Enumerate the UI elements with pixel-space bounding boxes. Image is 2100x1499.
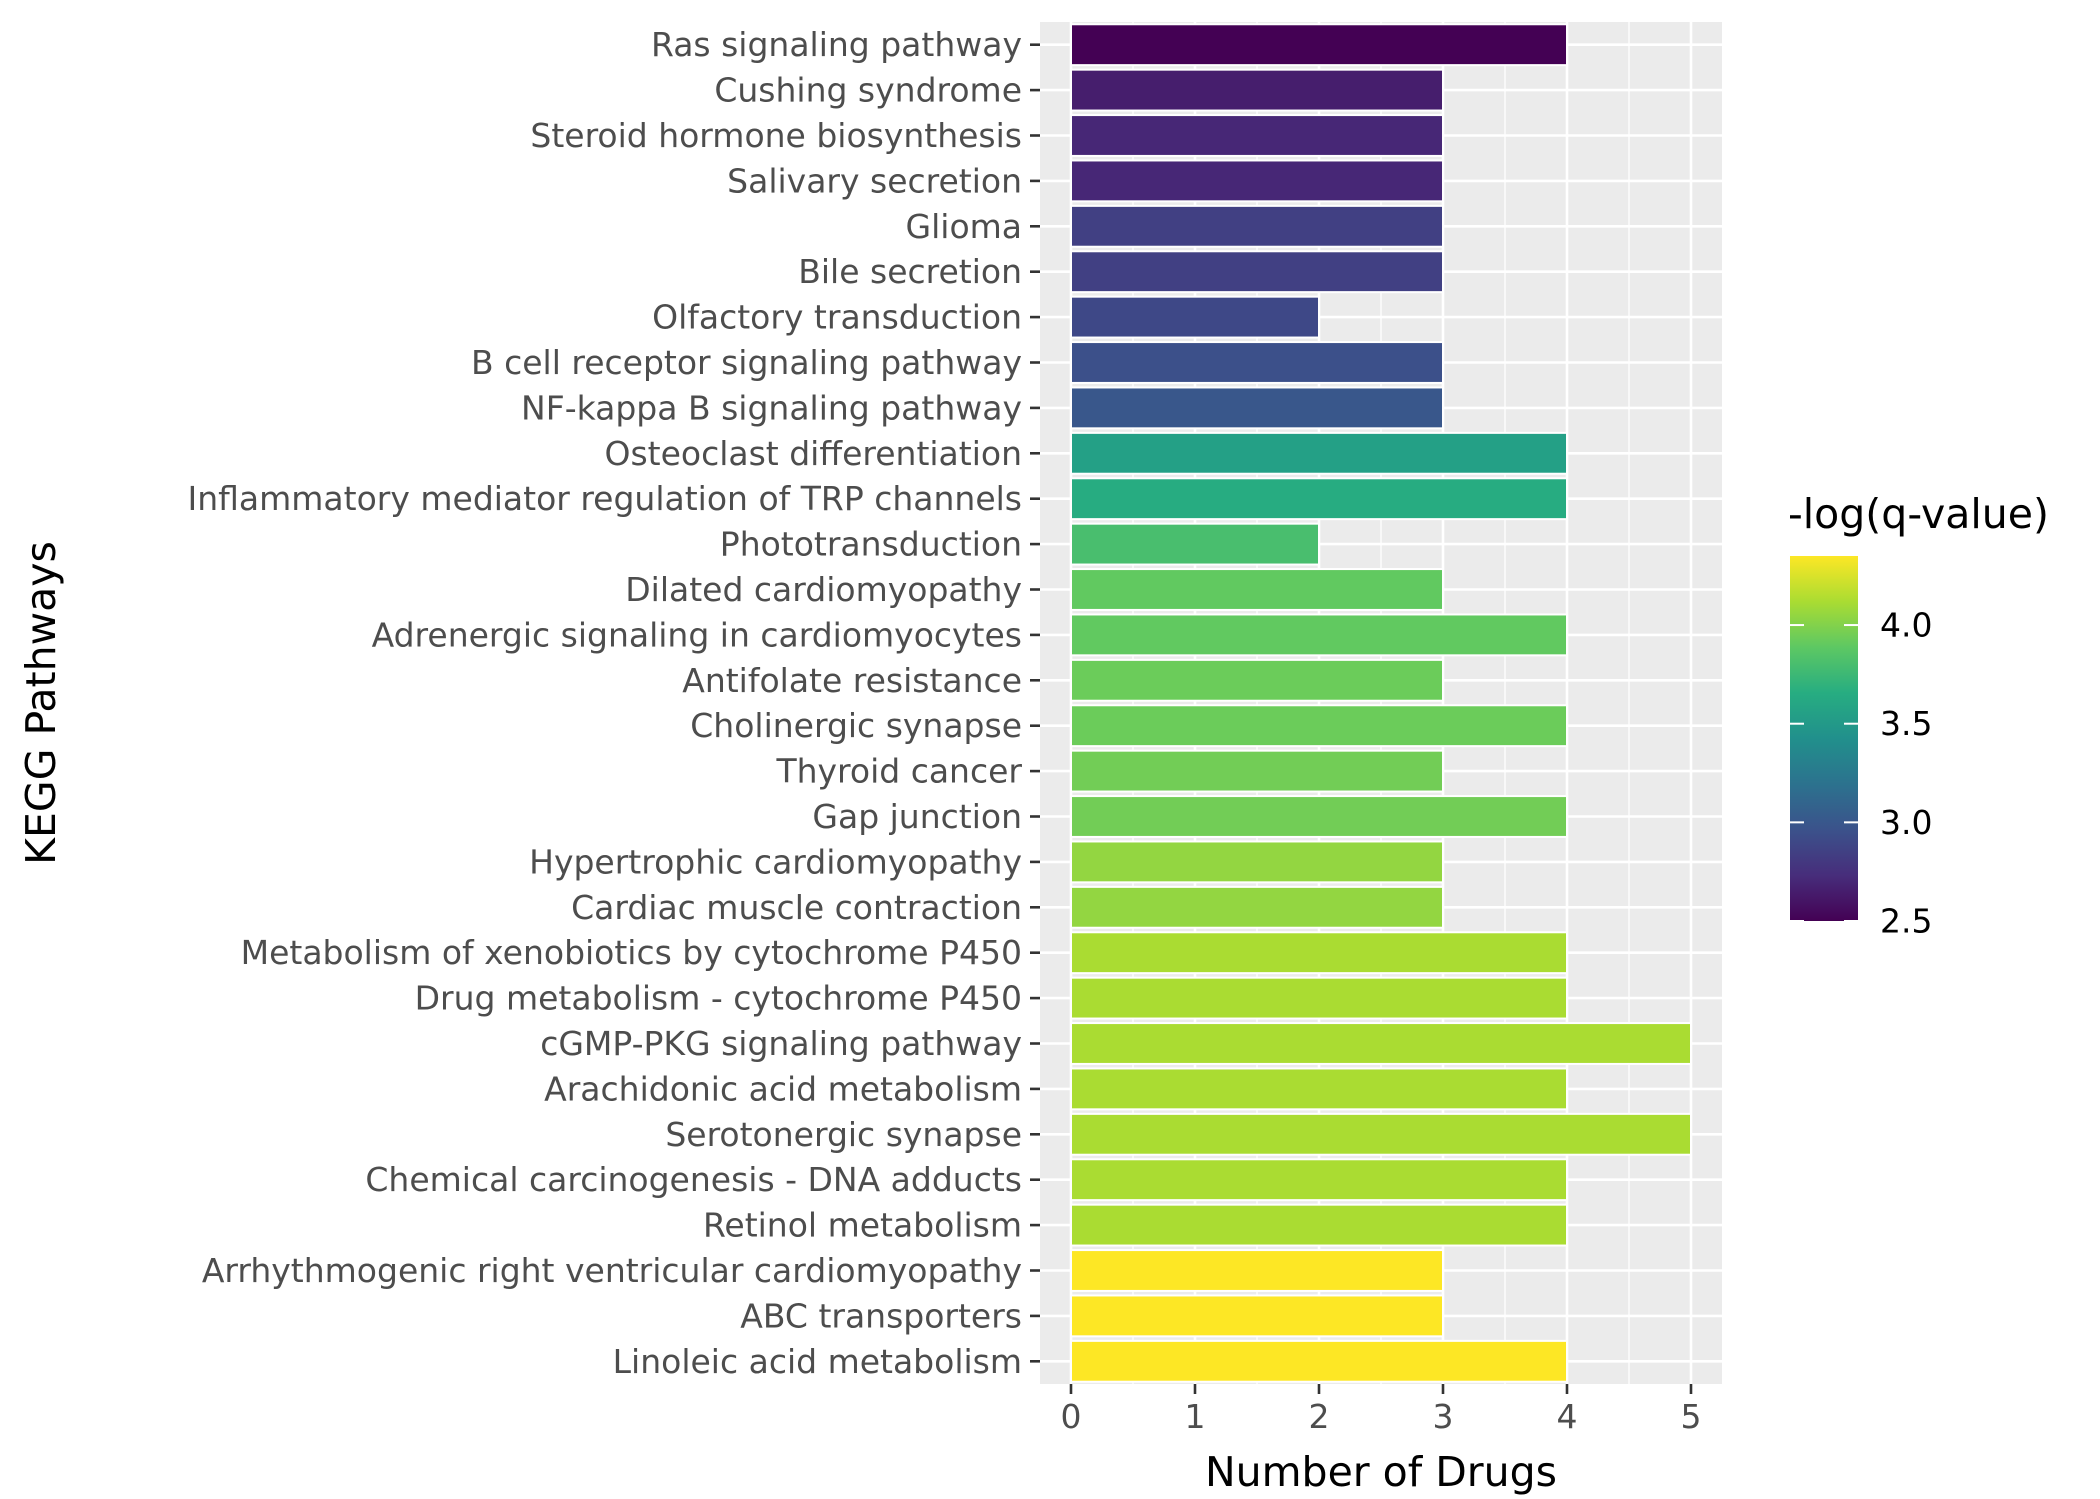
bar bbox=[1070, 250, 1444, 294]
y-tick-label: ABC transporters bbox=[740, 1296, 1022, 1335]
y-tick-label: Gap junction bbox=[812, 797, 1022, 836]
y-tick-label: Glioma bbox=[906, 207, 1022, 246]
y-tick-label: Phototransduction bbox=[720, 525, 1022, 564]
bar bbox=[1070, 1203, 1568, 1247]
y-tick-label: Hypertrophic cardiomyopathy bbox=[529, 842, 1022, 881]
bar bbox=[1070, 68, 1444, 112]
bar bbox=[1070, 885, 1444, 929]
bar bbox=[1070, 295, 1320, 339]
legend-tick-label: 3.0 bbox=[1880, 803, 1932, 842]
x-tick-label: 5 bbox=[1681, 1397, 1702, 1436]
y-tick-label: Osteoclast differentiation bbox=[604, 434, 1022, 473]
bar bbox=[1070, 341, 1444, 384]
y-tick-label: Inflammatory mediator regulation of TRP … bbox=[187, 479, 1022, 518]
y-axis-title: KEGG Pathways bbox=[17, 541, 65, 865]
y-tick-label: Serotonergic synapse bbox=[665, 1115, 1022, 1154]
bar bbox=[1070, 795, 1568, 838]
bar bbox=[1070, 1249, 1444, 1292]
bar bbox=[1070, 1022, 1692, 1065]
y-tick-label: Cushing syndrome bbox=[714, 71, 1022, 110]
y-tick-label: Retinol metabolism bbox=[703, 1206, 1022, 1245]
x-tick-label: 4 bbox=[1557, 1397, 1578, 1436]
x-axis: 0 1 2 3 4 5 bbox=[1061, 1384, 1702, 1436]
bar bbox=[1070, 23, 1568, 67]
bar bbox=[1070, 658, 1444, 702]
bar bbox=[1070, 1112, 1692, 1156]
y-axis: Ras signaling pathway Cushing syndrome Ste… bbox=[187, 25, 1040, 1381]
bar bbox=[1070, 976, 1568, 1020]
x-axis-title: Number of Drugs bbox=[1205, 1448, 1557, 1496]
y-tick-label: Bile secretion bbox=[798, 252, 1022, 291]
y-tick-label: Cardiac muscle contraction bbox=[571, 888, 1022, 927]
y-tick-label: Chemical carcinogenesis - DNA adducts bbox=[365, 1160, 1022, 1199]
color-legend: -log(q-value) 2.5 3.0 3.5 4.0 bbox=[1788, 490, 2049, 941]
y-tick-label: Arachidonic acid metabolism bbox=[544, 1069, 1022, 1108]
legend-tick-label: 4.0 bbox=[1880, 606, 1932, 645]
bar bbox=[1070, 613, 1568, 657]
bar bbox=[1070, 1339, 1568, 1383]
y-tick-label: Antifolate resistance bbox=[682, 661, 1022, 700]
bar bbox=[1070, 114, 1444, 157]
y-tick-label: cGMP-PKG signaling pathway bbox=[540, 1024, 1022, 1063]
bar bbox=[1070, 704, 1568, 748]
legend-tick-label: 2.5 bbox=[1880, 902, 1932, 941]
bar bbox=[1070, 204, 1444, 248]
y-tick-label: B cell receptor signaling pathway bbox=[471, 343, 1022, 382]
bar bbox=[1070, 840, 1444, 884]
x-tick-label: 3 bbox=[1433, 1397, 1454, 1436]
y-tick-label: Drug metabolism - cytochrome P450 bbox=[415, 979, 1022, 1018]
legend-ticks: 2.5 3.0 3.5 4.0 bbox=[1790, 606, 1932, 941]
bar bbox=[1070, 1158, 1568, 1202]
y-tick-label: Steroid hormone biosynthesis bbox=[530, 116, 1022, 155]
y-tick-label: Dilated cardiomyopathy bbox=[625, 570, 1022, 609]
legend-tick-label: 3.5 bbox=[1880, 704, 1932, 743]
bars bbox=[1070, 23, 1692, 1383]
y-tick-label: Linoleic acid metabolism bbox=[613, 1342, 1022, 1381]
bar bbox=[1070, 522, 1320, 566]
legend-title: -log(q-value) bbox=[1788, 490, 2049, 538]
bar bbox=[1070, 386, 1444, 430]
y-tick-label: NF-kappa B signaling pathway bbox=[521, 388, 1022, 427]
x-tick-label: 0 bbox=[1061, 1397, 1082, 1436]
y-tick-label: Ras signaling pathway bbox=[651, 25, 1022, 64]
x-tick-label: 2 bbox=[1309, 1397, 1330, 1436]
y-tick-label: Thyroid cancer bbox=[775, 752, 1022, 791]
y-tick-label: Adrenergic signaling in cardiomyocytes bbox=[372, 615, 1022, 654]
y-tick-label: Cholinergic synapse bbox=[690, 706, 1022, 745]
bar bbox=[1070, 159, 1444, 203]
bar bbox=[1070, 749, 1444, 793]
y-tick-label: Olfactory transduction bbox=[652, 298, 1022, 337]
y-tick-label: Salivary secretion bbox=[727, 161, 1022, 200]
bar bbox=[1070, 431, 1568, 475]
bar bbox=[1070, 1067, 1568, 1111]
y-tick-label: Metabolism of xenobiotics by cytochrome … bbox=[241, 933, 1022, 972]
bar bbox=[1070, 931, 1568, 975]
bar bbox=[1070, 568, 1444, 611]
bar bbox=[1070, 1294, 1444, 1338]
y-tick-label: Arrhythmogenic right ventricular cardiom… bbox=[202, 1251, 1022, 1290]
x-tick-label: 1 bbox=[1185, 1397, 1206, 1436]
bar bbox=[1070, 477, 1568, 521]
legend-colorbar bbox=[1790, 556, 1858, 921]
